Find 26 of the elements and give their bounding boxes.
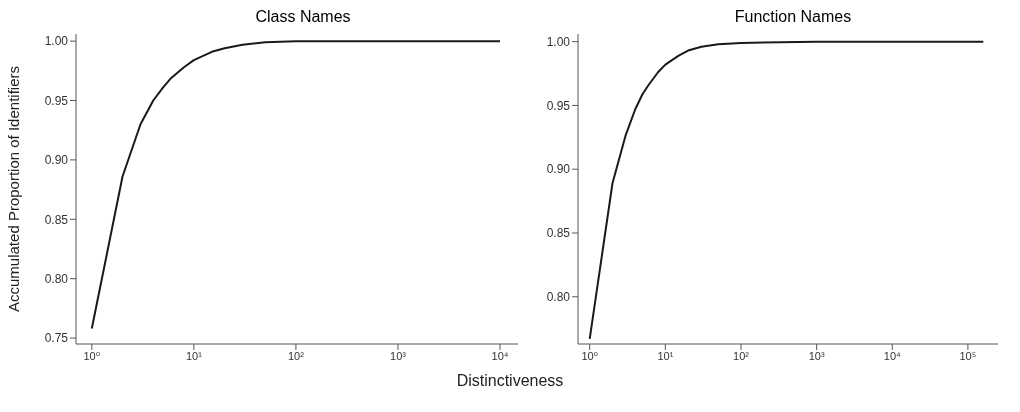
x-tick-label: 10³ (390, 349, 407, 362)
x-tick-label: 10⁰ (581, 349, 599, 362)
y-tick-label: 0.80 (44, 271, 69, 286)
y-tick-label: 0.90 (546, 162, 571, 177)
x-tick-label: 10³ (808, 349, 825, 362)
x-tick-label: 10¹ (185, 349, 203, 362)
x-tick-label: 10⁵ (959, 349, 977, 362)
x-tick-label: 10¹ (657, 349, 674, 362)
y-tick-label: 0.80 (546, 290, 571, 305)
y-tick-label: 1.00 (546, 34, 571, 49)
x-axis-title: Distinctiveness (455, 372, 565, 390)
y-tick-label: 1.00 (44, 34, 69, 49)
chart-title: Function Names (733, 8, 853, 27)
x-tick-label: 10⁰ (83, 349, 101, 362)
y-tick-label: 0.75 (44, 331, 69, 346)
y-tick-label: 0.95 (44, 93, 69, 108)
y-tick-label: 0.85 (44, 212, 69, 227)
chart-title: Class Names (254, 8, 352, 27)
y-tick-label: 0.90 (44, 153, 69, 168)
x-tick-label: 10⁴ (491, 349, 509, 362)
x-tick-label: 10⁴ (883, 349, 902, 362)
y-tick-label: 0.85 (546, 226, 571, 241)
y-axis-title: Accumulated Proportion of Identifiers (5, 66, 23, 312)
y-tick-label: 0.95 (546, 98, 571, 113)
x-tick-label: 10² (733, 349, 750, 362)
x-tick-label: 10² (287, 349, 305, 362)
